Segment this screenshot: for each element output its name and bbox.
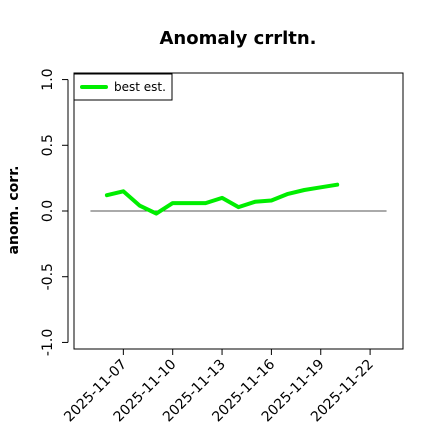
plot-frame [73,72,404,350]
y-axis-ticks: -1.0 -0.5 0.0 0.5 1.0 [40,68,69,356]
legend: best est. [73,73,173,101]
chart-title: Anomaly crrltn. [159,28,316,49]
y-tick-label: 0.0 [40,200,56,222]
series-line-best-est [104,182,340,216]
legend-entry-label: best est. [114,80,166,94]
x-axis-ticks: 2025-11-072025-11-102025-11-132025-11-16… [61,348,377,425]
y-axis-label: anom. corr. [6,166,22,255]
y-tick-label: -0.5 [40,263,56,290]
y-tick-label: 0.5 [40,134,56,156]
y-tick-label: 1.0 [40,68,56,90]
plot-area [90,182,387,216]
y-tick-label: -1.0 [40,329,56,356]
